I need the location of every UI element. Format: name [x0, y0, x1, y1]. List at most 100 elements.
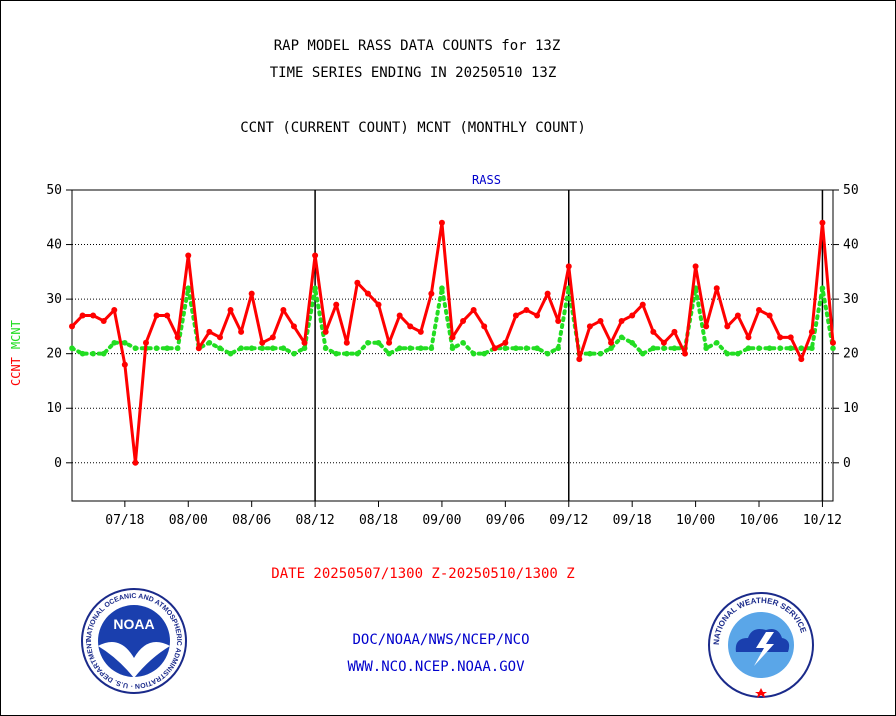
mcnt-point — [344, 350, 350, 357]
chart-title-line1: RAP MODEL RASS DATA COUNTS for 13Z — [273, 38, 561, 54]
ccnt-point — [407, 323, 414, 330]
x-tick-label: 09/06 — [486, 513, 525, 528]
mcnt-point — [819, 285, 826, 292]
noaa-logo-text: NOAA — [113, 616, 154, 632]
ccnt-point — [639, 301, 646, 308]
mcnt-point — [270, 345, 276, 352]
mcnt-point — [608, 345, 614, 352]
ccnt-point — [798, 356, 805, 363]
mcnt-point — [544, 350, 551, 357]
ccnt-point — [364, 290, 371, 297]
mcnt-point — [174, 345, 181, 352]
mcnt-point — [90, 350, 96, 357]
ccnt-point — [227, 307, 234, 314]
noaa-logo: NATIONAL OCEANIC AND ATMOSPHERIC ADMINIS… — [80, 588, 187, 694]
date-range-label: DATE 20250507/1300 Z-20250510/1300 Z — [271, 566, 575, 582]
ccnt-point — [713, 285, 720, 292]
mcnt-point — [417, 345, 424, 352]
y-tick-label-right: 40 — [843, 238, 859, 253]
mcnt-point — [809, 345, 815, 352]
mcnt-point — [513, 345, 519, 352]
ccnt-point — [100, 317, 107, 324]
x-tick-label: 09/12 — [549, 513, 588, 528]
mcnt-point — [713, 339, 720, 346]
ccnt-point — [174, 334, 181, 341]
ccnt-point — [354, 279, 361, 286]
mcnt-point — [523, 345, 530, 352]
ccnt-point — [449, 334, 456, 341]
y-tick-label-left: 0 — [54, 456, 62, 471]
mcnt-point — [481, 350, 488, 357]
mcnt-point — [291, 350, 297, 357]
ccnt-point — [650, 328, 657, 335]
nws-logo: NATIONAL WEATHER SERVICE — [708, 592, 814, 698]
plot-title: RASS — [472, 173, 501, 187]
mcnt-point — [703, 345, 709, 352]
ccnt-point — [185, 252, 192, 259]
x-tick-label: 08/12 — [296, 513, 335, 528]
ccnt-point — [132, 459, 139, 466]
mcnt-point — [777, 345, 783, 352]
ccnt-point — [269, 334, 276, 341]
ccnt-point — [216, 334, 223, 341]
mcnt-point — [396, 345, 403, 352]
mcnt-point — [534, 345, 540, 352]
mcnt-point — [439, 285, 445, 292]
ccnt-point — [724, 323, 731, 330]
mcnt-point — [597, 350, 604, 357]
ccnt-point — [555, 317, 562, 324]
ccnt-point — [534, 312, 541, 319]
mcnt-point — [259, 345, 266, 352]
ccnt-point — [544, 290, 551, 297]
ccnt-point — [671, 328, 678, 335]
mcnt-point — [470, 350, 477, 357]
x-tick-label: 08/00 — [169, 513, 208, 528]
ccnt-point — [290, 323, 297, 330]
ccnt-point — [470, 307, 477, 314]
mcnt-point — [735, 350, 741, 357]
ccnt-point — [322, 328, 329, 335]
mcnt-point — [111, 339, 118, 346]
ccnt-point — [565, 263, 572, 270]
mcnt-point — [407, 345, 414, 352]
ccnt-point — [512, 312, 519, 319]
ccnt-point — [248, 290, 255, 297]
ccnt-point — [787, 334, 794, 341]
ccnt-point — [238, 328, 245, 335]
mcnt-point — [449, 345, 456, 352]
mcnt-point — [428, 345, 435, 352]
mcnt-point — [502, 345, 509, 352]
ccnt-point — [301, 339, 308, 346]
x-tick-label: 09/18 — [613, 513, 652, 528]
ccnt-point — [830, 339, 836, 346]
ccnt-point — [396, 312, 403, 319]
mcnt-point — [587, 350, 593, 357]
ccnt-point — [280, 307, 287, 314]
mcnt-point — [227, 350, 234, 357]
x-tick-label: 10/00 — [676, 513, 715, 528]
ccnt-point — [745, 334, 752, 341]
chart-title-line2: TIME SERIES ENDING IN 20250510 13Z — [269, 65, 557, 81]
mcnt-point — [745, 345, 752, 352]
y-axis-label-ccnt: CCNT — [9, 357, 23, 386]
mcnt-point — [555, 345, 561, 352]
mcnt-point — [375, 339, 382, 346]
y-axis-label-mcnt: MCNT — [9, 320, 23, 349]
y-tick-label-left: 50 — [46, 183, 62, 198]
mcnt-point — [322, 345, 329, 352]
mcnt-point — [629, 339, 635, 346]
x-tick-label: 08/06 — [232, 513, 271, 528]
ccnt-point — [576, 356, 583, 363]
ccnt-point — [206, 328, 213, 335]
org-path-text: DOC/NOAA/NWS/NCEP/NCO — [352, 632, 530, 648]
ccnt-point — [819, 219, 826, 226]
ccnt-point — [333, 301, 340, 308]
ccnt-point — [259, 339, 266, 346]
mcnt-point — [766, 345, 773, 352]
ccnt-point — [69, 323, 75, 330]
mcnt-point — [798, 345, 805, 352]
ccnt-point — [121, 361, 128, 368]
legend-description: CCNT (CURRENT COUNT) MCNT (MONTHLY COUNT… — [240, 120, 586, 136]
mcnt-point — [248, 345, 255, 352]
